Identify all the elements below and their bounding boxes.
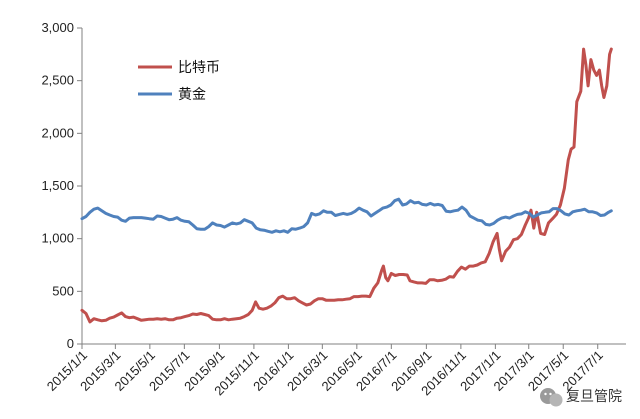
legend-label: 比特币 [178, 60, 220, 76]
legend-label: 黄金 [178, 86, 206, 103]
y-axis: 0 500 1,000 1,500 2,000 2,500 3,000 [41, 20, 83, 351]
wechat-icon [540, 388, 563, 407]
series-line [80, 197, 613, 234]
series-layer [80, 47, 613, 324]
series-1 [80, 47, 613, 324]
watermark-text: 复旦管院 [566, 388, 622, 405]
y-tick-label: 1,000 [41, 231, 74, 246]
y-tick-label: 1,500 [41, 178, 74, 193]
watermark: 复旦管院 [540, 388, 622, 407]
y-tick-label: 3,000 [41, 20, 74, 35]
x-axis: 2015/1/12015/3/12015/5/12015/7/12015/9/1… [44, 343, 626, 398]
y-tick-label: 2,500 [41, 73, 74, 88]
y-tick-label: 500 [52, 283, 74, 298]
series-line [80, 47, 613, 324]
y-tick-label: 2,000 [41, 125, 74, 140]
series-2 [80, 197, 613, 234]
y-tick-label: 0 [67, 336, 74, 351]
